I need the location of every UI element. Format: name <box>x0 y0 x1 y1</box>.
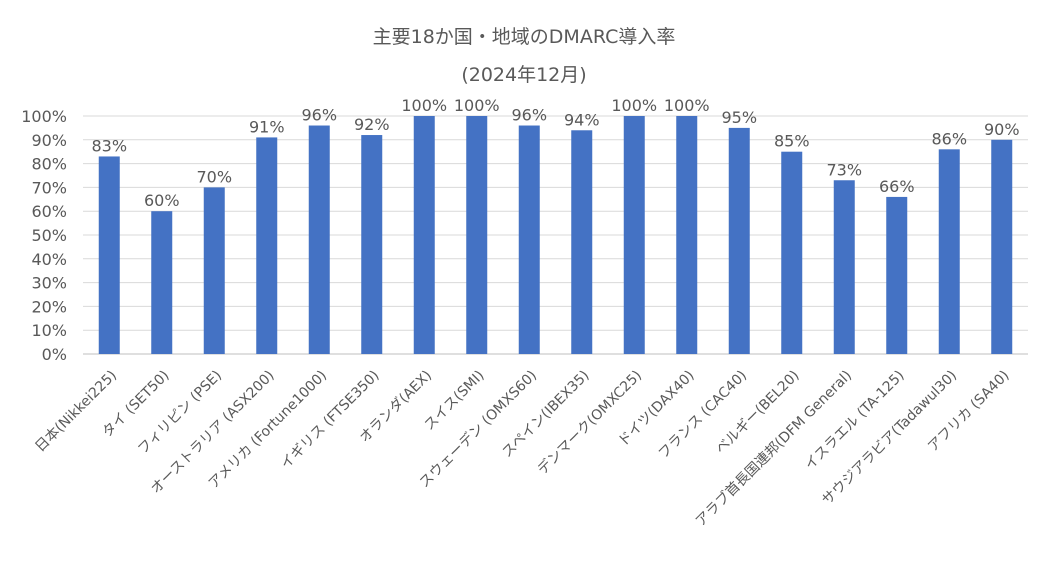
data-label: 66% <box>879 177 915 196</box>
data-label: 73% <box>826 160 862 179</box>
bar <box>151 211 173 354</box>
x-tick-label: 日本(Nikkei225) <box>32 368 120 456</box>
x-tick-label: スペイン(IBEX35) <box>499 368 592 461</box>
bar <box>308 125 330 355</box>
bar <box>98 156 120 354</box>
y-tick-label: 20% <box>31 297 67 316</box>
data-label: 70% <box>196 167 232 186</box>
data-label: 83% <box>91 136 127 155</box>
x-tick-label: デンマーク(OMXC25) <box>534 367 645 478</box>
data-label: 96% <box>511 106 547 125</box>
bar <box>203 187 225 354</box>
y-tick-label: 0% <box>42 345 67 364</box>
chart-title: 主要18か国・地域のDMARC導入率 <box>372 26 676 48</box>
y-tick-label: 90% <box>31 131 67 150</box>
bar <box>361 135 383 354</box>
bar <box>728 127 750 355</box>
data-label: 86% <box>931 129 967 148</box>
data-label: 85% <box>774 132 810 151</box>
bar <box>623 116 645 354</box>
bar <box>886 196 908 354</box>
data-label: 91% <box>249 117 285 136</box>
y-tick-label: 50% <box>31 226 67 245</box>
data-label: 100% <box>454 96 500 115</box>
y-tick-label: 60% <box>31 202 67 221</box>
y-tick-label: 70% <box>31 178 67 197</box>
x-tick-label: イギリス (FTSE350) <box>278 368 383 473</box>
bar <box>518 125 540 355</box>
data-label: 94% <box>564 110 600 129</box>
data-label: 96% <box>301 106 337 125</box>
bar <box>991 139 1013 354</box>
data-label: 95% <box>721 108 757 127</box>
y-tick-label: 30% <box>31 274 67 293</box>
bar <box>781 151 803 354</box>
bar <box>938 149 960 354</box>
bar <box>413 116 435 354</box>
x-tick-label: イスラエル (TA-125) <box>802 368 908 474</box>
data-label: 100% <box>664 96 710 115</box>
y-tick-label: 10% <box>31 321 67 340</box>
bar <box>833 180 855 354</box>
data-label: 60% <box>144 191 180 210</box>
y-tick-label: 100% <box>21 107 67 126</box>
data-label: 100% <box>611 96 657 115</box>
bar <box>256 137 278 354</box>
y-tick-label: 40% <box>31 250 67 269</box>
bar <box>466 116 488 354</box>
data-label: 100% <box>401 96 447 115</box>
x-tick-label: フランス (CAC40) <box>655 368 750 463</box>
chart-subtitle: (2024年12月) <box>461 64 587 86</box>
data-label: 92% <box>354 115 390 134</box>
data-label: 90% <box>984 120 1020 139</box>
y-tick-label: 80% <box>31 155 67 174</box>
bar <box>676 116 698 354</box>
bar <box>571 130 593 354</box>
